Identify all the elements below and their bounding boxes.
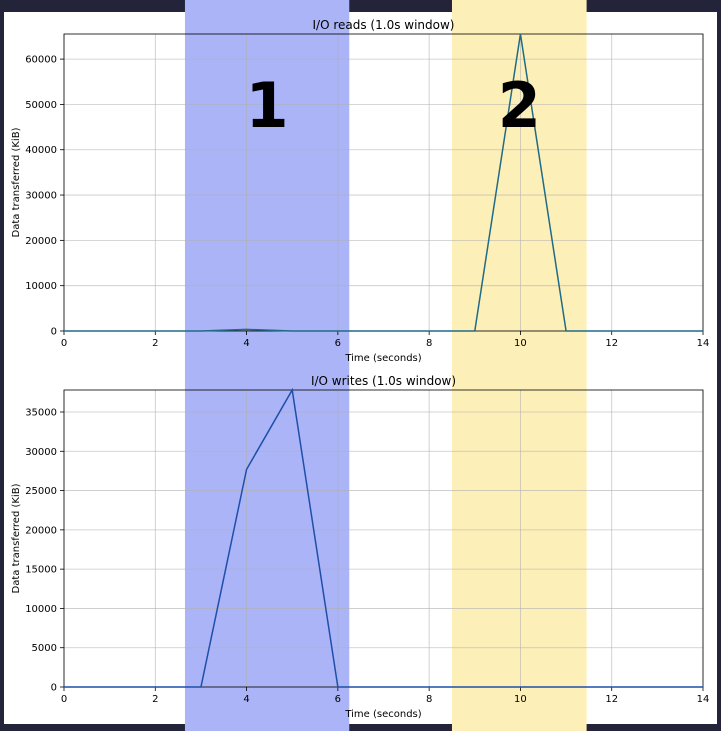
writes-y-tick-label: 25000 xyxy=(25,486,57,497)
writes-y-tick-label: 10000 xyxy=(25,604,57,615)
writes-y-tick-label: 0 xyxy=(51,683,57,694)
writes-y-tick-label: 35000 xyxy=(25,408,57,419)
figure-background xyxy=(4,12,717,724)
writes-y-axis-title: Data transferred (KiB) xyxy=(11,483,22,593)
reads-chart-title: I/O reads (1.0s window) xyxy=(313,18,455,32)
reads-y-tick-label: 60000 xyxy=(25,55,57,66)
highlight-region-2 xyxy=(451,0,587,731)
reads-y-tick-label: 30000 xyxy=(25,191,57,202)
writes-y-tick-label: 5000 xyxy=(32,643,57,654)
reads-x-tick-label: 4 xyxy=(243,338,249,349)
reads-x-tick-label: 8 xyxy=(426,338,432,349)
reads-y-tick-label: 40000 xyxy=(25,145,57,156)
writes-x-axis-title: Time (seconds) xyxy=(344,709,421,720)
writes-y-tick-label: 15000 xyxy=(25,565,57,576)
writes-chart: 0 2 4 6 8 10 12 14 0 5000 10000 15000 20000 25000 3000… xyxy=(11,374,709,720)
reads-x-tick-label: 10 xyxy=(514,338,527,349)
writes-x-tick-label: 2 xyxy=(152,694,158,705)
region-label-1: 1 xyxy=(246,69,289,142)
reads-x-tick-label: 0 xyxy=(61,338,67,349)
reads-chart: 0 2 4 6 8 10 12 1401000020000300004000050000600… xyxy=(11,18,709,364)
highlight-region-1 xyxy=(184,0,350,731)
writes-y-tick-label: 20000 xyxy=(25,525,57,536)
writes-y-tick-label: 30000 xyxy=(25,447,57,458)
reads-y-tick-label: 10000 xyxy=(25,281,57,292)
reads-y-tick-label: 0 xyxy=(51,327,57,338)
reads-x-tick-label: 2 xyxy=(152,338,158,349)
writes-x-tick-label: 12 xyxy=(605,694,618,705)
writes-x-tick-label: 6 xyxy=(335,694,341,705)
writes-series-line xyxy=(64,387,703,688)
reads-y-tick-label: 20000 xyxy=(25,236,57,247)
reads-y-axis-title: Data transferred (KiB) xyxy=(11,127,22,237)
reads-x-tick-label: 6 xyxy=(335,338,341,349)
reads-series-line xyxy=(64,33,703,332)
reads-y-tick-label: 50000 xyxy=(25,100,57,111)
region-label-2: 2 xyxy=(498,69,541,142)
writes-x-tick-label: 0 xyxy=(61,694,67,705)
writes-x-tick-label: 8 xyxy=(426,694,432,705)
writes-x-tick-label: 14 xyxy=(697,694,710,705)
writes-x-tick-label: 10 xyxy=(514,694,527,705)
writes-x-tick-label: 4 xyxy=(243,694,249,705)
writes-chart-title: I/O writes (1.0s window) xyxy=(311,374,456,388)
reads-x-axis-title: Time (seconds) xyxy=(344,353,421,364)
highlight-regions xyxy=(184,0,587,731)
reads-x-tick-label: 14 xyxy=(697,338,710,349)
reads-x-tick-label: 12 xyxy=(605,338,618,349)
